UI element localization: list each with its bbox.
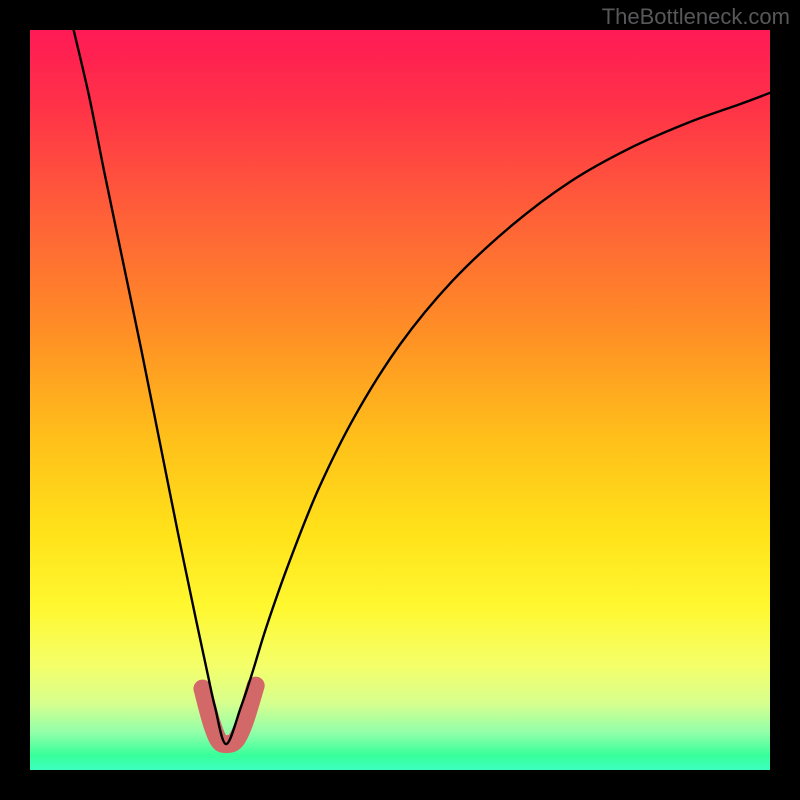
chart-svg bbox=[30, 30, 770, 770]
bottleneck-highlight bbox=[202, 686, 255, 744]
plot-area bbox=[30, 30, 770, 770]
bottleneck-curve bbox=[74, 30, 770, 744]
watermark-text: TheBottleneck.com bbox=[602, 4, 790, 30]
